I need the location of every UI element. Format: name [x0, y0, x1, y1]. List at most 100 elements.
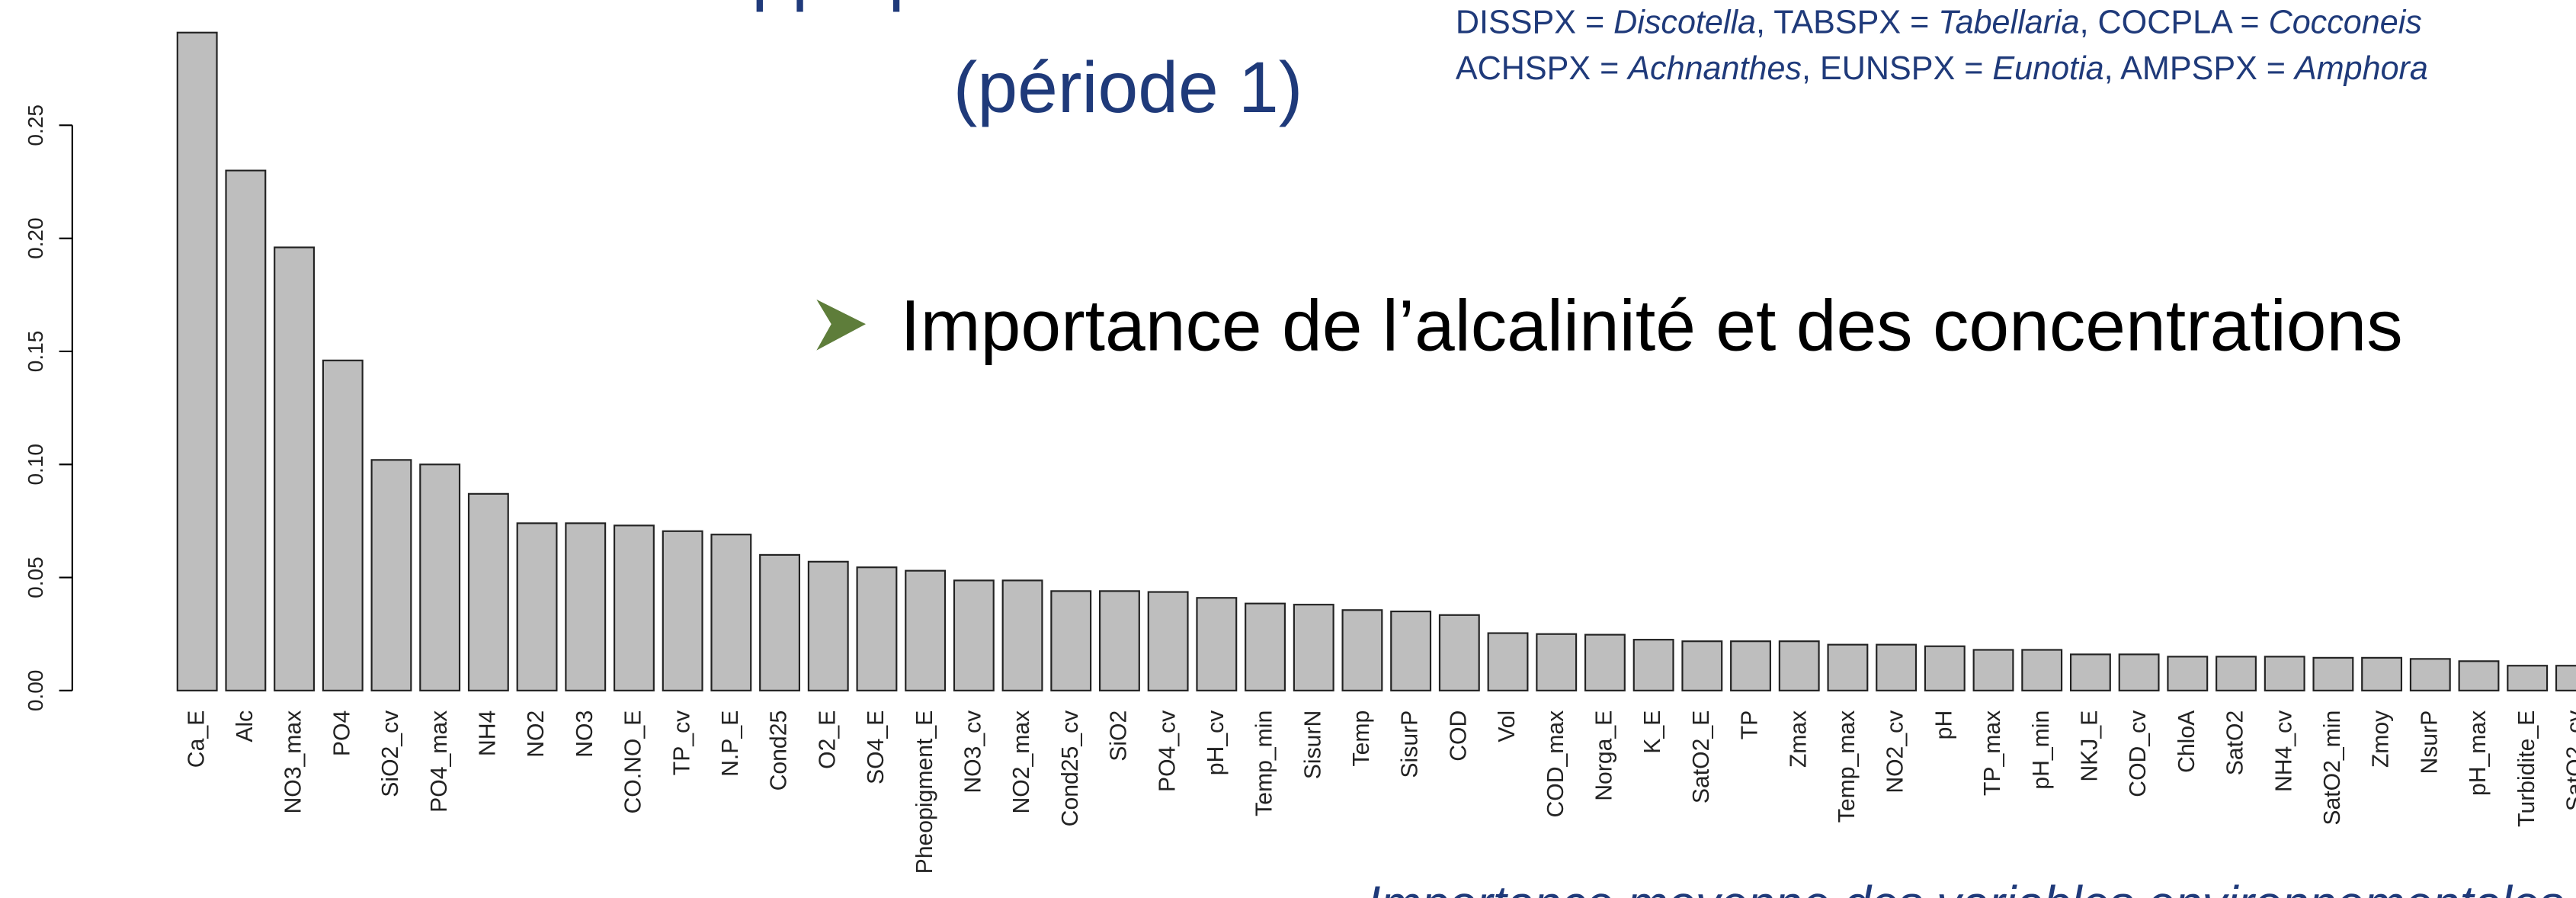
x-tick-label: Zmax: [1786, 710, 1811, 768]
x-tick-label: NO2_max: [1009, 710, 1034, 814]
x-tick-label: Alc: [232, 710, 258, 742]
x-tick-label: TP: [1738, 710, 1763, 740]
x-tick-label: NO3_max: [281, 710, 306, 814]
x-tick-label: PO4_max: [427, 710, 452, 813]
x-tick-label: NO3_cv: [960, 710, 985, 794]
x-tick-label: SO4_E: [863, 710, 889, 784]
bar: [2069, 653, 2111, 691]
bar: [1147, 591, 1189, 691]
y-tick-label: 0.10: [24, 444, 47, 486]
bar: [370, 459, 412, 691]
bullet-arrow: [816, 299, 867, 351]
x-tick-label: NO2_cv: [1883, 710, 1908, 794]
x-tick-label: pH: [1931, 710, 1956, 740]
x-tick-label: pH_min: [2029, 710, 2054, 790]
bar: [419, 463, 461, 691]
bar: [2555, 665, 2576, 691]
y-tick-label: 0.25: [24, 104, 47, 146]
bar: [516, 522, 558, 691]
bar: [1730, 640, 1771, 691]
bar: [1972, 649, 2014, 691]
x-tick-label: COD_max: [1543, 710, 1568, 818]
bar: [1876, 643, 1918, 691]
x-tick-label: NH4: [475, 710, 500, 756]
x-tick-label: NsurP: [2417, 710, 2442, 775]
bar: [2167, 656, 2209, 691]
bar: [1778, 640, 1820, 691]
legend-segment: DISSPX =: [1456, 5, 1613, 41]
x-tick-label: COD_cv: [2126, 710, 2151, 797]
bar: [2507, 665, 2549, 691]
legend-segment: Eunotia: [1992, 50, 2103, 87]
x-tick-label: Temp_max: [1834, 710, 1860, 823]
legend-line: ACHSPX = Achnanthes, EUNSPX = Eunotia, A…: [1456, 50, 2428, 87]
x-tick-label: NO2: [524, 710, 549, 758]
x-tick-label: PO4: [329, 710, 354, 756]
legend-segment: Cocconeis: [2269, 5, 2422, 41]
bar: [1681, 640, 1723, 691]
bar: [905, 569, 947, 691]
bar: [953, 579, 995, 691]
bar: [807, 560, 849, 691]
slide-title: (période 1): [953, 47, 1303, 128]
bar: [2021, 649, 2063, 691]
x-tick-label: Pheopigment_E: [912, 710, 937, 874]
caption: Importance moyenne des variables environ…: [1366, 876, 2564, 898]
x-tick-label: NKJ_E: [2078, 710, 2103, 782]
x-tick-label: TP_cv: [669, 710, 694, 775]
x-tick-label: Ca_E: [184, 710, 209, 768]
x-tick-label: SisurP: [1398, 710, 1423, 778]
plot: 0.00 0.05 0.10 0.15 0.20 0.25 Ca_E Alc NO3_max PO…: [24, 31, 2576, 874]
x-tick-label: pH_max: [2465, 710, 2491, 796]
x-tick-label: Cond25_cv: [1058, 710, 1083, 827]
bar: [322, 359, 364, 691]
legend-segment: Amphora: [2292, 50, 2428, 87]
legend-segment: , AMPSPX =: [2104, 50, 2295, 87]
bar: [2264, 656, 2305, 691]
x-tick-label: SatO2_min: [2320, 710, 2345, 826]
bar: [2361, 656, 2403, 691]
x-tick-label: SisurN: [1300, 710, 1325, 779]
x-tick-label: Vol: [1495, 710, 1520, 742]
y-tick-label: 0.15: [24, 331, 47, 373]
bar: [1632, 639, 1674, 691]
bar: [565, 522, 607, 691]
bar: [176, 31, 218, 691]
bar: [1536, 633, 1578, 691]
bar: [1245, 602, 1286, 691]
bar: [710, 534, 752, 691]
bar: [2458, 660, 2500, 691]
bar: [467, 492, 509, 691]
bar: [662, 530, 703, 691]
x-tick-label: Cond25: [767, 710, 792, 791]
bar: [1827, 643, 1869, 691]
x-tick-label: O2_E: [815, 710, 840, 769]
bar: [2216, 656, 2257, 691]
bar: [1438, 614, 1480, 691]
x-tick-label: SiO2_cv: [378, 710, 403, 797]
bar: [225, 169, 267, 691]
x-tick-label: N.P_E: [718, 710, 743, 777]
x-tick-label: Norga_E: [1592, 710, 1617, 801]
bar: [1487, 632, 1529, 691]
x-tick-label: Temp: [1349, 710, 1374, 767]
y-tick-label: 0.05: [24, 556, 47, 598]
slide-title: Random Forest appliqués aux lacs: [194, 0, 1306, 13]
x-tick-label: Turbidite_E: [2514, 710, 2539, 827]
bar: [1924, 645, 1966, 691]
legend-segment: Discotella: [1613, 5, 1756, 41]
bar: [1098, 590, 1140, 691]
bar: [274, 246, 316, 691]
bar: [1390, 610, 1432, 691]
bar: [1050, 590, 1092, 691]
x-tick-label: SatO2_E: [1689, 710, 1714, 803]
x-tick-label: NH4_cv: [2271, 710, 2296, 792]
x-tick-label: CO.NO_E: [621, 710, 646, 814]
x-tick-label: K_E: [1640, 710, 1665, 754]
legend-segment: , TABSPX =: [1756, 5, 1938, 41]
x-tick-label: COD: [1446, 710, 1471, 762]
bar: [614, 524, 655, 691]
bar: [2409, 658, 2451, 691]
